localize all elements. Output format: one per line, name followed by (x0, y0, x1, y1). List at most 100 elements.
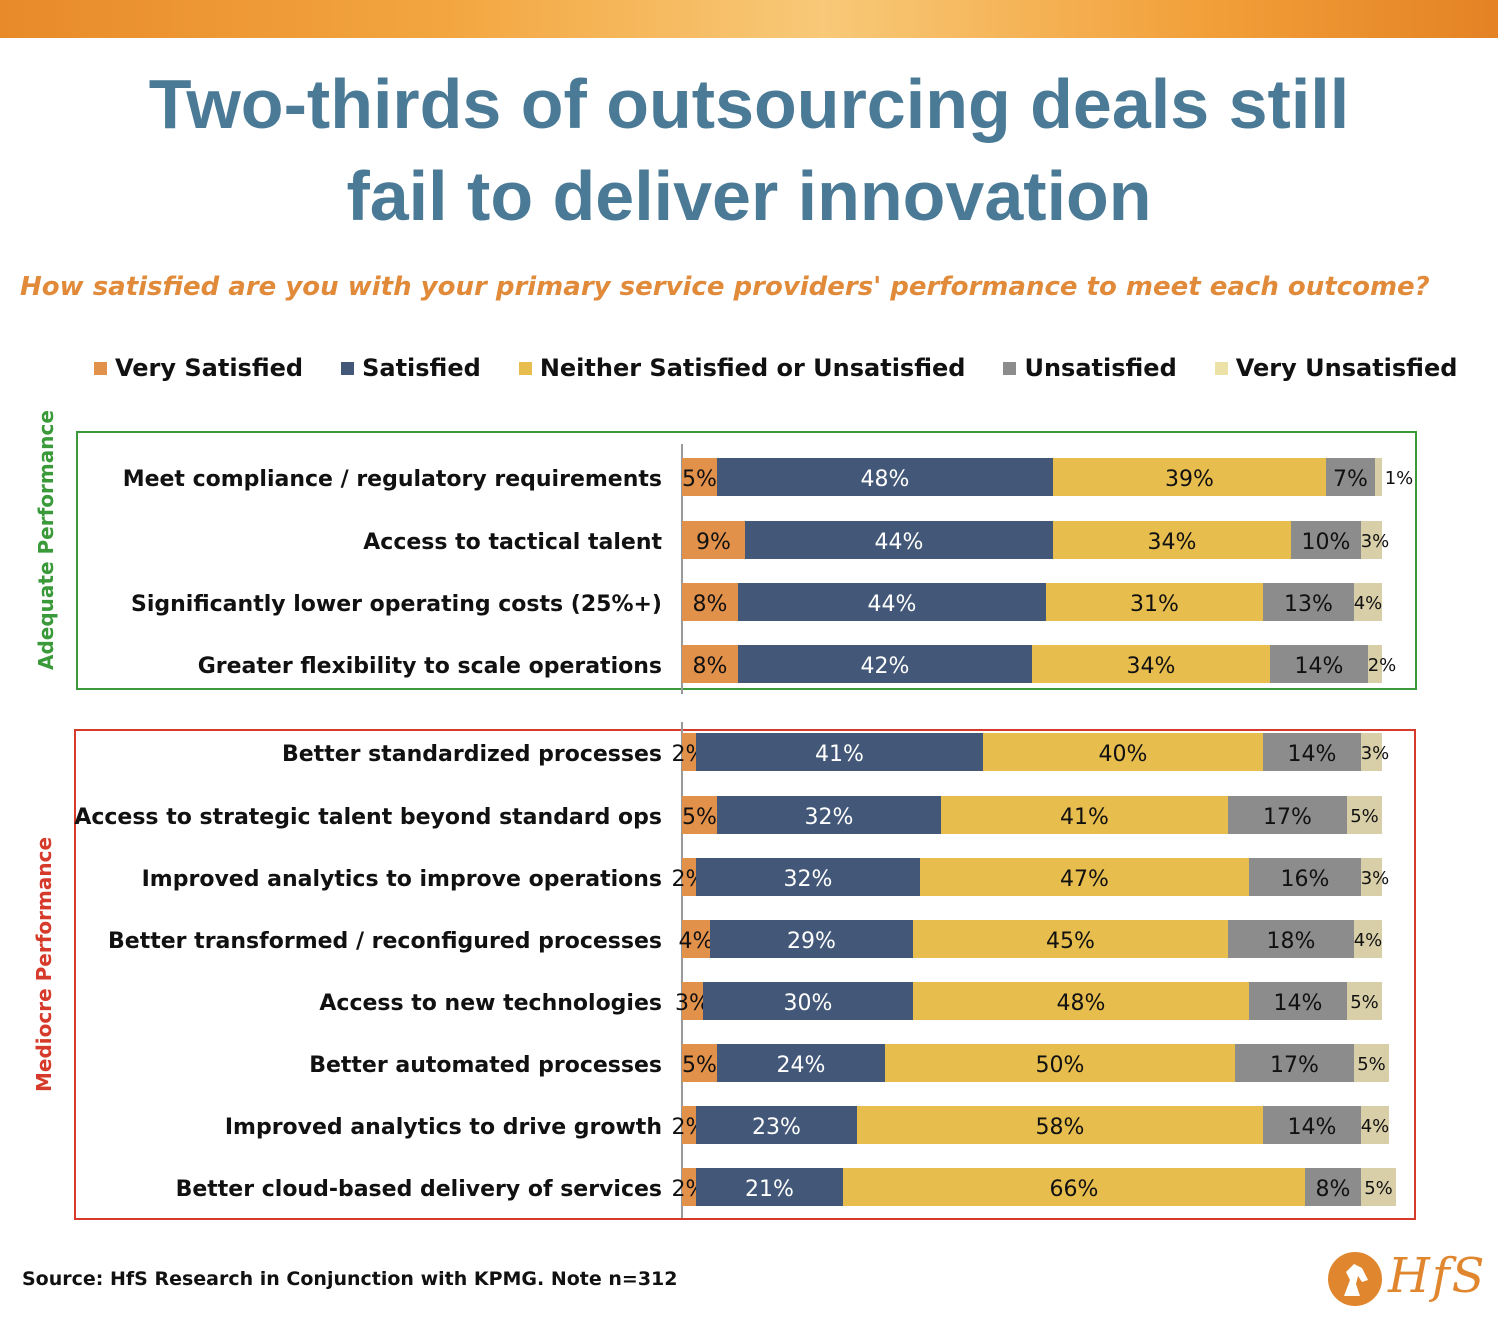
data-label-neither-satisfied-or-unsatisfied-row-12: 66% (1050, 1177, 1099, 1202)
bar-segment-satisfied-row-1 (717, 458, 1053, 496)
horse-head-icon (1328, 1252, 1382, 1306)
bar-segment-very-satisfied-row-2 (682, 521, 745, 559)
bar-segment-very-unsatisfied-row-4 (1368, 645, 1382, 683)
legend-label-very-satisfied: Very Satisfied (115, 354, 304, 382)
bar-segment-satisfied-row-4 (738, 645, 1032, 683)
hfs-logo: HfS (1326, 1246, 1485, 1310)
legend-swatch-neither (518, 361, 532, 375)
category-label-better-standardized-processes: Better standardized processes (282, 742, 662, 767)
legend-item-satisfied: Satisfied (341, 354, 481, 382)
data-label-neither-satisfied-or-unsatisfied-row-7: 47% (1060, 867, 1109, 892)
bar-segment-neither-satisfied-or-unsatisfied-row-6 (941, 796, 1228, 834)
bar-segment-very-satisfied-row-3 (682, 583, 738, 621)
data-label-satisfied-row-7: 32% (784, 867, 833, 892)
data-label-unsatisfied-row-4: 14% (1295, 654, 1344, 679)
bar-segment-satisfied-row-3 (738, 583, 1046, 621)
data-label-neither-satisfied-or-unsatisfied-row-6: 41% (1060, 805, 1109, 830)
category-label-improved-analytics-to-drive-growth: Improved analytics to drive growth (225, 1115, 662, 1140)
data-label-very-satisfied-row-4: 8% (693, 654, 728, 679)
category-label-significantly-lower-operating-costs-25: Significantly lower operating costs (25%… (131, 592, 662, 617)
legend-item-unsatisfied: Unsatisfied (1003, 354, 1177, 382)
bar-segment-satisfied-row-8 (710, 920, 913, 958)
data-label-neither-satisfied-or-unsatisfied-row-3: 31% (1130, 592, 1179, 617)
data-label-very-unsatisfied-row-2: 3% (1361, 531, 1390, 552)
bar-segment-very-satisfied-row-11 (682, 1106, 696, 1144)
bar-segment-very-satisfied-row-10 (682, 1044, 717, 1082)
chart-question: How satisfied are you with your primary … (20, 272, 1430, 302)
data-label-very-unsatisfied-row-9: 5% (1350, 992, 1379, 1013)
data-label-very-unsatisfied-row-4: 2% (1368, 655, 1397, 676)
legend: Very Satisfied Satisfied Neither Satisfi… (94, 348, 1474, 388)
data-label-neither-satisfied-or-unsatisfied-row-4: 34% (1127, 654, 1176, 679)
bar-segment-very-unsatisfied-row-5 (1361, 733, 1382, 771)
bar-segment-very-unsatisfied-row-10 (1354, 1044, 1389, 1082)
bar-segment-very-unsatisfied-row-1 (1375, 458, 1382, 496)
data-label-unsatisfied-row-2: 10% (1302, 530, 1351, 555)
data-label-satisfied-row-5: 41% (815, 742, 864, 767)
category-label-access-to-tactical-talent: Access to tactical talent (363, 530, 662, 555)
legend-item-very-unsatisfied: Very Unsatisfied (1214, 354, 1457, 382)
data-label-unsatisfied-row-12: 8% (1316, 1177, 1351, 1202)
bar-segment-neither-satisfied-or-unsatisfied-row-1 (1053, 458, 1326, 496)
title-line-1: Two-thirds of outsourcing deals still (148, 65, 1350, 143)
bar-segment-very-satisfied-row-4 (682, 645, 738, 683)
data-label-neither-satisfied-or-unsatisfied-row-8: 45% (1046, 929, 1095, 954)
bar-segment-neither-satisfied-or-unsatisfied-row-12 (843, 1168, 1305, 1206)
bar-segment-unsatisfied-row-4 (1270, 645, 1368, 683)
bar-segment-satisfied-row-10 (717, 1044, 885, 1082)
data-label-unsatisfied-row-7: 16% (1281, 867, 1330, 892)
category-label-greater-flexibility-to-scale-operations: Greater flexibility to scale operations (198, 654, 662, 679)
bar-segment-very-unsatisfied-row-2 (1361, 521, 1382, 559)
bar-segment-unsatisfied-row-6 (1228, 796, 1347, 834)
bar-segment-unsatisfied-row-10 (1235, 1044, 1354, 1082)
category-label-access-to-new-technologies: Access to new technologies (319, 991, 662, 1016)
logo-text: HfS (1388, 1248, 1487, 1304)
bar-segment-unsatisfied-row-1 (1326, 458, 1375, 496)
data-label-neither-satisfied-or-unsatisfied-row-5: 40% (1099, 742, 1148, 767)
bar-segment-very-unsatisfied-row-7 (1361, 858, 1382, 896)
data-label-satisfied-row-8: 29% (787, 929, 836, 954)
bar-segment-neither-satisfied-or-unsatisfied-row-3 (1046, 583, 1263, 621)
bar-segment-neither-satisfied-or-unsatisfied-row-10 (885, 1044, 1235, 1082)
bar-segment-unsatisfied-row-8 (1228, 920, 1354, 958)
data-label-neither-satisfied-or-unsatisfied-row-9: 48% (1057, 991, 1106, 1016)
category-label-improved-analytics-to-improve-operations: Improved analytics to improve operations (142, 867, 662, 892)
legend-label-unsatisfied: Unsatisfied (1024, 354, 1177, 382)
data-label-satisfied-row-6: 32% (805, 805, 854, 830)
data-label-unsatisfied-row-11: 14% (1288, 1115, 1337, 1140)
bar-segment-very-satisfied-row-9 (682, 982, 703, 1020)
source-note: Source: HfS Research in Conjunction with… (22, 1268, 678, 1290)
bar-segment-neither-satisfied-or-unsatisfied-row-7 (920, 858, 1249, 896)
legend-swatch-unsatisfied (1003, 361, 1017, 375)
bar-segment-satisfied-row-2 (745, 521, 1053, 559)
data-label-very-satisfied-row-10: 5% (682, 1053, 717, 1078)
data-label-unsatisfied-row-8: 18% (1267, 929, 1316, 954)
data-label-very-unsatisfied-row-5: 3% (1361, 743, 1390, 764)
top-banner (0, 0, 1498, 38)
data-label-satisfied-row-10: 24% (777, 1053, 826, 1078)
data-label-very-satisfied-row-2: 9% (696, 530, 731, 555)
data-label-very-satisfied-row-6: 5% (682, 805, 717, 830)
bar-segment-unsatisfied-row-11 (1263, 1106, 1361, 1144)
data-label-very-unsatisfied-row-1: 1% (1385, 468, 1414, 489)
data-label-satisfied-row-2: 44% (875, 530, 924, 555)
bar-segment-unsatisfied-row-5 (1263, 733, 1361, 771)
bar-segment-satisfied-row-9 (703, 982, 913, 1020)
data-label-satisfied-row-3: 44% (868, 592, 917, 617)
data-label-neither-satisfied-or-unsatisfied-row-11: 58% (1036, 1115, 1085, 1140)
data-label-unsatisfied-row-3: 13% (1284, 592, 1333, 617)
page-title: Two-thirds of outsourcing deals still fa… (0, 58, 1498, 242)
legend-label-satisfied: Satisfied (362, 354, 481, 382)
data-label-very-unsatisfied-row-12: 5% (1364, 1178, 1393, 1199)
mediocre-performance-box (74, 729, 1416, 1220)
bar-segment-very-satisfied-row-8 (682, 920, 710, 958)
bar-segment-very-unsatisfied-row-8 (1354, 920, 1382, 958)
data-label-neither-satisfied-or-unsatisfied-row-10: 50% (1036, 1053, 1085, 1078)
bar-segment-very-unsatisfied-row-11 (1361, 1106, 1389, 1144)
legend-label-neither: Neither Satisfied or Unsatisfied (539, 354, 966, 382)
data-label-very-unsatisfied-row-8: 4% (1354, 930, 1383, 951)
legend-item-neither: Neither Satisfied or Unsatisfied (518, 354, 966, 382)
data-label-very-satisfied-row-3: 8% (693, 592, 728, 617)
bar-segment-neither-satisfied-or-unsatisfied-row-8 (913, 920, 1228, 958)
